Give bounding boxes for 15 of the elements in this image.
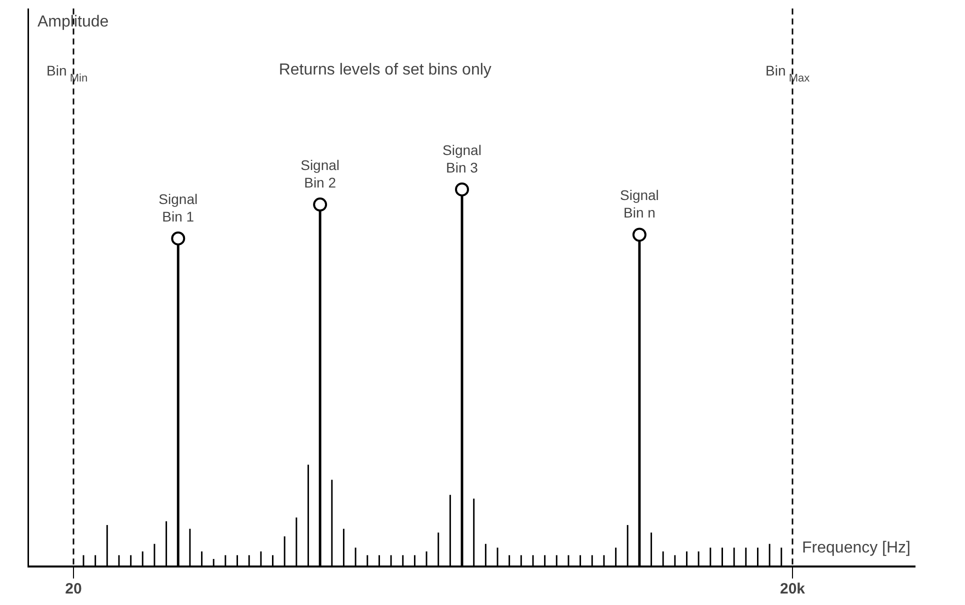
annotation: Signal Bin 3 — [442, 142, 482, 176]
ref-line-label: BinMax — [766, 62, 810, 84]
x-tick-label: 20 — [65, 580, 82, 598]
ref-line-label: BinMin — [46, 62, 88, 84]
annotation: Signal Bin 1 — [158, 190, 198, 224]
point — [632, 228, 646, 242]
x-tick-label: 20k — [780, 580, 806, 598]
point — [171, 232, 186, 246]
text: Amplitude — [38, 14, 109, 30]
x-axis-title: Frequency [Hz] — [802, 540, 910, 556]
point — [313, 198, 328, 212]
chart-title: Returns levels of set bins only — [278, 62, 492, 78]
point — [455, 182, 469, 196]
annotation: Signal Bin 2 — [300, 156, 340, 191]
annotation: Signal Bin n — [620, 187, 659, 221]
